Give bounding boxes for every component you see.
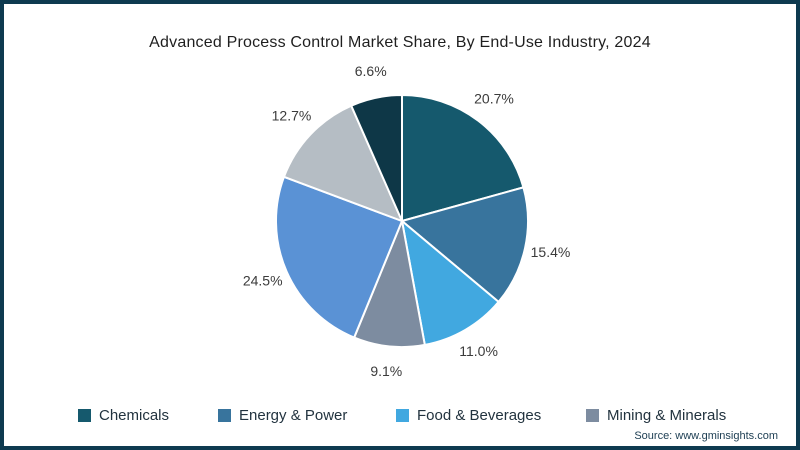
legend-label-mining-minerals: Mining & Minerals [607, 407, 727, 424]
chart-title: Advanced Process Control Market Share, B… [149, 34, 651, 51]
pie-chart: 20.7% 15.4% 11.0% 9.1% 24.5% 12.7% 6.6% [243, 63, 571, 379]
legend-swatch-mining-minerals [586, 409, 599, 422]
legend-item-mining-minerals: Mining & Minerals [586, 407, 726, 424]
legend-item-chemicals: Chemicals [78, 407, 169, 424]
pie-slice-food-beverages [401, 220, 500, 346]
legend-item-energy-power: Energy & Power [218, 407, 347, 424]
pie-slice-unlabeled-5 [275, 175, 403, 339]
pie-data-label-mining-minerals: 9.1% [370, 363, 402, 379]
pie-data-label-unlabeled-7: 6.6% [355, 63, 387, 79]
legend-swatch-energy-power [218, 409, 231, 422]
source-note: Source: www.gminsights.com [634, 430, 778, 442]
legend: Chemicals Energy & Power Food & Beverage… [4, 407, 796, 433]
legend-label-energy-power: Energy & Power [239, 407, 348, 424]
pie-data-label-unlabeled-6: 12.7% [272, 107, 312, 123]
pie-slice-energy-power [401, 186, 529, 303]
pie-slice-unlabeled-7 [350, 94, 403, 222]
legend-swatch-chemicals [78, 409, 91, 422]
pie-data-label-chemicals: 20.7% [474, 91, 514, 107]
legend-label-food-beverages: Food & Beverages [417, 407, 542, 424]
pie-data-label-unlabeled-5: 24.5% [243, 273, 283, 289]
pie-data-label-food-beverages: 11.0% [459, 343, 498, 359]
legend-label-chemicals: Chemicals [99, 407, 170, 424]
pie-slice-chemicals [401, 94, 525, 222]
pie-data-label-energy-power: 15.4% [531, 244, 571, 260]
pie-slice-unlabeled-6 [282, 104, 403, 222]
legend-swatch-food-beverages [396, 409, 409, 422]
legend-item-food-beverages: Food & Beverages [396, 407, 541, 424]
